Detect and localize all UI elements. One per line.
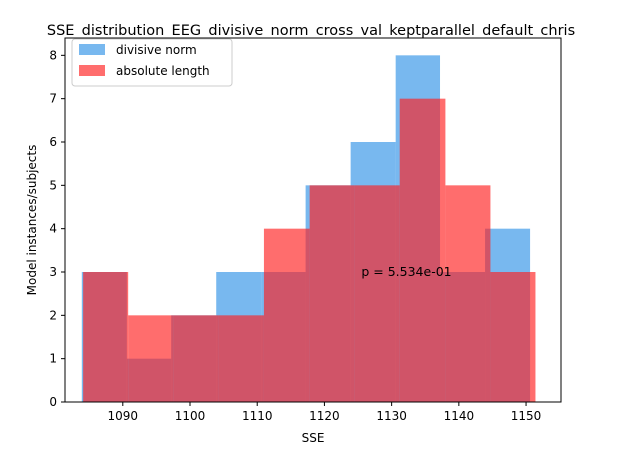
plot-frame — [64, 37, 562, 403]
y-tick-label: 0 — [49, 395, 57, 409]
x-tick-label: 1110 — [242, 409, 273, 423]
x-tick-label: 1090 — [108, 409, 139, 423]
y-tick-label: 2 — [49, 308, 57, 322]
legend-label-divisive-norm: divisive norm — [116, 43, 197, 57]
legend-swatch-absolute-length — [79, 65, 105, 76]
chart-title: SSE_distribution_EEG_divisive_norm_cross… — [47, 23, 575, 39]
bar-absolute-length-6 — [354, 185, 400, 402]
x-tick-label: 1140 — [444, 409, 475, 423]
y-tick-label: 3 — [49, 265, 57, 279]
bar-absolute-length-1 — [128, 315, 174, 402]
y-tick-label: 7 — [49, 92, 57, 106]
x-ticks: 1090 1100 1110 1120 1130 1140 1150 — [108, 402, 542, 423]
legend-label-absolute-length: absolute length — [116, 64, 210, 78]
bar-absolute-length-0 — [83, 272, 129, 402]
x-tick-label: 1150 — [511, 409, 542, 423]
bar-absolute-length-2 — [173, 315, 219, 402]
bar-absolute-length-4 — [263, 228, 310, 402]
y-axis-label: Model instances/subjects — [25, 145, 39, 296]
y-tick-label: 6 — [49, 135, 57, 149]
y-tick-label: 8 — [49, 48, 57, 62]
y-ticks: 0 1 2 3 4 5 6 7 8 — [49, 48, 65, 409]
bar-absolute-length-9 — [490, 272, 536, 402]
y-tick-label: 1 — [49, 352, 57, 366]
bar-absolute-length-8 — [445, 185, 491, 402]
bar-absolute-length-5 — [309, 185, 355, 402]
y-tick-label: 4 — [49, 222, 57, 236]
legend-box — [71, 38, 233, 87]
x-tick-label: 1120 — [309, 409, 340, 423]
x-tick-label: 1100 — [175, 409, 206, 423]
y-tick-label: 5 — [49, 178, 57, 192]
p-value-annotation: p = 5.534e-01 — [361, 264, 451, 279]
bar-absolute-length-3 — [218, 315, 264, 402]
bar-absolute-length-7 — [399, 98, 446, 403]
bars-layer — [81, 55, 536, 403]
x-tick-label: 1130 — [376, 409, 407, 423]
legend-swatch-divisive-norm — [79, 44, 105, 55]
legend: divisive norm absolute length — [71, 38, 233, 87]
x-axis-label: SSE — [302, 431, 325, 445]
